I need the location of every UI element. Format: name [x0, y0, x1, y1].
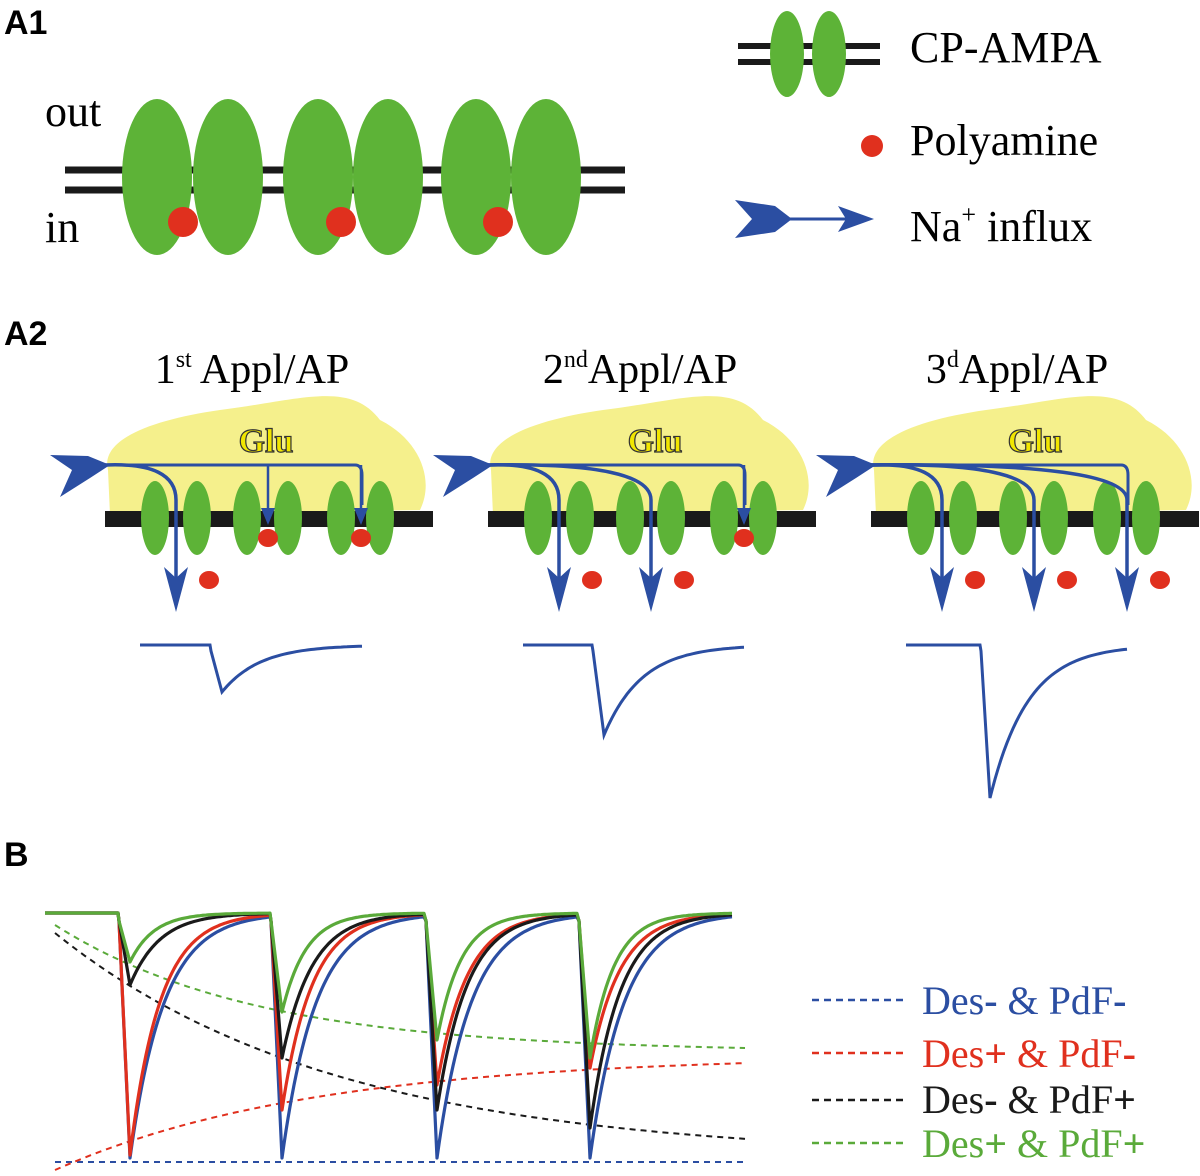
na-flow-path [870, 463, 1129, 590]
cp-ampa-receptor [233, 481, 261, 555]
svg-text:Des- & PdF+: Des- & PdF+ [922, 1077, 1136, 1122]
envelope-des-plus-pdf-minus [54, 1062, 746, 1171]
cp-ampa-receptor [1093, 481, 1121, 555]
cp-ampa-receptor [710, 481, 738, 555]
arrowhead-icon [1022, 567, 1046, 612]
cp-ampa-receptor [999, 481, 1027, 555]
arrowhead-icon [261, 508, 275, 525]
polyamine-released [199, 571, 219, 589]
polyamine-released [582, 571, 602, 589]
legend-b: Des- & PdF- Des+ & PdF- Des- & PdF+ Des+… [812, 978, 1145, 1166]
cp-ampa-receptor [353, 99, 423, 255]
glu-label-2: Glu [628, 423, 683, 460]
arrowhead-icon [639, 567, 663, 612]
polyamine-icon [861, 135, 883, 157]
na-influx-arrow-icon [816, 455, 876, 497]
cp-ampa-receptor [327, 481, 355, 555]
arrowhead-icon [354, 508, 368, 525]
glu-label-3: Glu [1008, 423, 1063, 460]
a2-panel-1 [50, 396, 433, 696]
cp-ampa-receptor [566, 481, 594, 555]
legend-b-item: Des- & PdF- [812, 978, 1127, 1023]
na-flow-path [487, 463, 653, 590]
na-influx-arrow-icon [50, 455, 110, 497]
na-influx-arrow-icon [433, 455, 493, 497]
polyamine-block [168, 207, 198, 237]
svg-text:Des+ & PdF-: Des+ & PdF- [922, 1031, 1136, 1076]
panel-label-b: B [4, 836, 29, 874]
in-label: in [45, 203, 79, 252]
cp-ampa-receptor [749, 481, 777, 555]
legend-b-item: Des- & PdF+ [812, 1077, 1136, 1122]
a2-title-1: 1st Appl/AP [155, 347, 350, 393]
cp-ampa-receptor [183, 481, 211, 555]
cp-ampa-receptor [511, 99, 581, 255]
arrowhead-icon [164, 567, 188, 612]
legend-b-item: Des+ & PdF- [812, 1031, 1136, 1076]
polyamine-block [734, 529, 754, 547]
a2-title-2: 2ndAppl/AP [543, 347, 737, 393]
legend-a: CP-AMPA Polyamine Na+ influx [735, 11, 1102, 251]
polyamine-released [1057, 571, 1077, 589]
out-label: out [45, 87, 101, 136]
cp-ampa-receptor [949, 481, 977, 555]
na-influx-arrow-icon [735, 200, 874, 238]
cp-ampa-icon [770, 11, 804, 97]
cp-ampa-receptor [524, 481, 552, 555]
cp-ampa-receptor [616, 481, 644, 555]
cp-ampa-receptor [907, 481, 935, 555]
trace-des-plus-pdf-minus [45, 911, 733, 1157]
polyamine-released [1150, 571, 1170, 589]
polyamine-block [258, 529, 278, 547]
trace-des-plus-pdf-plus [45, 911, 732, 1060]
svg-text:Des- & PdF-: Des- & PdF- [922, 978, 1127, 1023]
envelope-des-minus-pdf-plus [54, 932, 746, 1140]
b-current-traces [45, 911, 746, 1171]
panel-label-a2: A2 [4, 315, 47, 353]
current-trace [523, 643, 745, 741]
a1-membrane-diagram: out in [45, 87, 625, 255]
trace-des-minus-pdf-plus [45, 911, 733, 1130]
cp-ampa-receptor [141, 481, 169, 555]
polyamine-released [965, 571, 985, 589]
legend-na-influx: Na+ influx [910, 200, 1092, 251]
cp-ampa-receptor [274, 481, 302, 555]
cp-ampa-receptor [366, 481, 394, 555]
legend-b-item: Des+ & PdF+ [812, 1121, 1145, 1166]
arrowhead-icon [930, 567, 954, 612]
panel-label-a1: A1 [4, 4, 47, 42]
cp-ampa-receptor [657, 481, 685, 555]
arrowhead-icon [1115, 567, 1139, 612]
arrowhead-icon [737, 508, 751, 525]
legend-cp-ampa: CP-AMPA [910, 23, 1102, 72]
legend-polyamine: Polyamine [910, 116, 1098, 165]
na-flow-path [104, 463, 178, 590]
glu-label-1: Glu [239, 423, 294, 460]
trace-des-minus-pdf-minus [45, 911, 733, 1160]
polyamine-block [483, 207, 513, 237]
current-trace [140, 643, 363, 696]
na-flow-path [871, 463, 1130, 505]
envelope-des-plus-pdf-plus [54, 924, 746, 1049]
a2-panel-3 [816, 396, 1199, 799]
current-trace [906, 643, 1128, 799]
svg-text:Des+ & PdF+: Des+ & PdF+ [922, 1121, 1145, 1166]
polyamine-released [674, 571, 694, 589]
polyamine-block [326, 207, 356, 237]
polyamine-block [351, 529, 371, 547]
cp-ampa-receptor [1040, 481, 1068, 555]
cp-ampa-receptor [193, 99, 263, 255]
cp-ampa-receptor [1132, 481, 1160, 555]
a2-title-3: 3dAppl/AP [926, 347, 1108, 393]
arrowhead-icon [547, 567, 571, 612]
a2-panel-2 [433, 396, 816, 741]
